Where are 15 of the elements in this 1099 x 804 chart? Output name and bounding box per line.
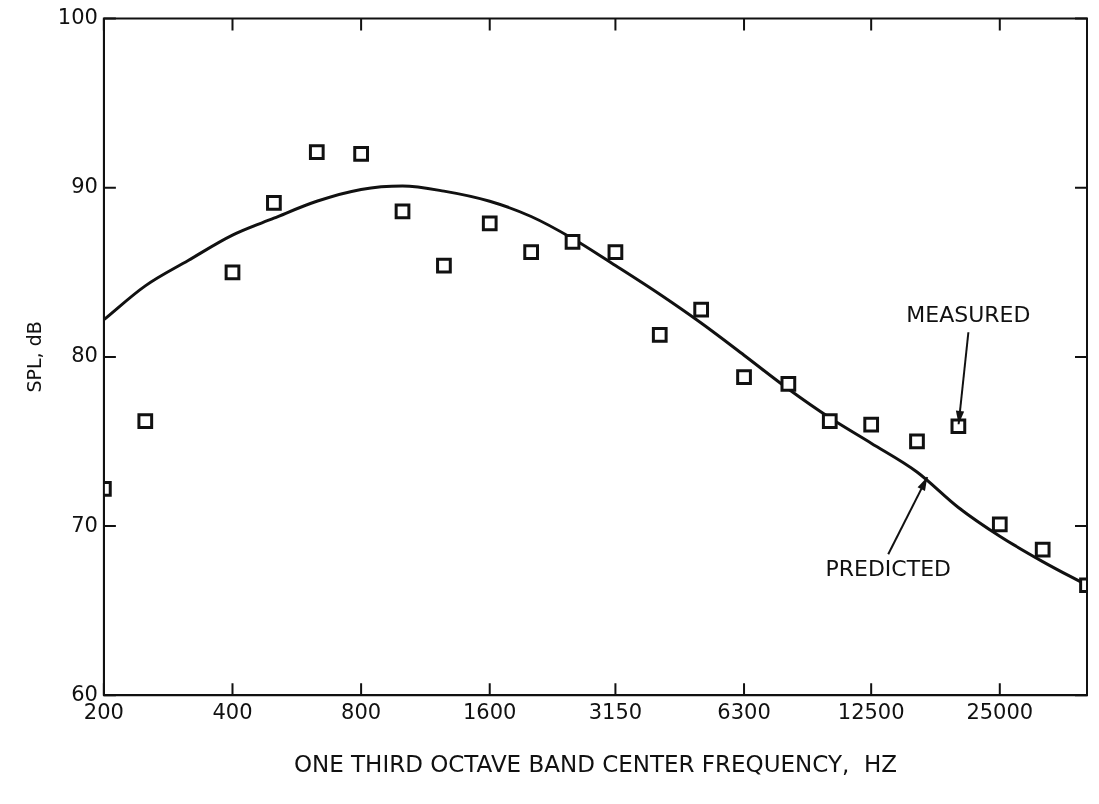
x-tick-label: 6300 <box>717 700 771 725</box>
y-tick-label: 70 <box>71 512 98 537</box>
x-axis-title: ONE THIRD OCTAVE BAND CENTER FREQUENCY, HZ <box>293 751 897 778</box>
x-tick-label: 12500 <box>837 700 905 725</box>
y-tick-label: 80 <box>71 343 98 368</box>
annotation: MEASURED <box>906 301 1031 327</box>
x-tick-label: 400 <box>212 700 253 725</box>
x-tick-label: 800 <box>341 700 382 725</box>
y-axis-title: SPL, dB <box>23 321 46 393</box>
y-tick-label: 100 <box>57 5 98 30</box>
x-tick-label: 25000 <box>966 700 1034 725</box>
y-tick-label: 90 <box>71 174 98 199</box>
x-tick-label: 1600 <box>463 700 517 725</box>
x-tick-label: 3150 <box>588 700 643 725</box>
annotation: PREDICTED <box>825 556 951 582</box>
